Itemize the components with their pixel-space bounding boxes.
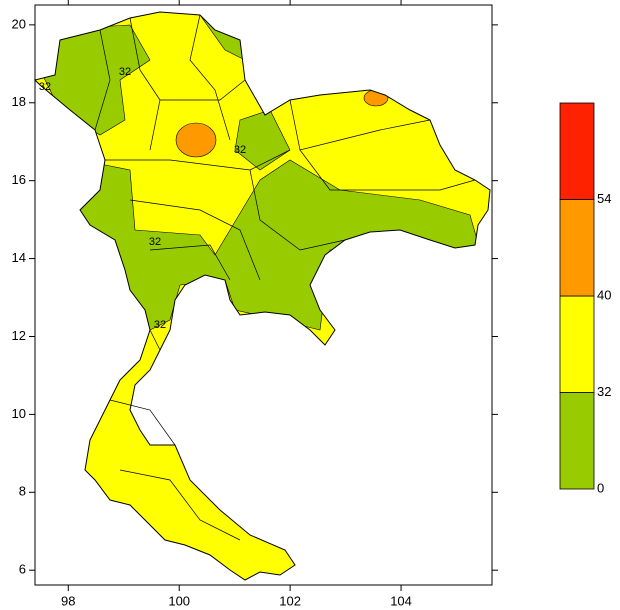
contour-label: 32 (154, 319, 166, 331)
y-tick-label: 18 (12, 94, 26, 109)
y-tick-label: 12 (12, 328, 26, 343)
colorbar-label: 54 (597, 191, 611, 206)
colorbar-label: 0 (597, 480, 604, 495)
field-orange (175, 122, 217, 158)
y-tick-label: 14 (12, 250, 26, 265)
province-borders (94, 14, 476, 541)
x-tick-label: 98 (61, 593, 75, 608)
colorbar-label: 40 (597, 287, 611, 302)
colorbar-segment (559, 392, 595, 490)
x-tick-label: 100 (168, 593, 190, 608)
colorbar-label: 32 (597, 384, 611, 399)
y-tick-label: 10 (12, 406, 26, 421)
contour-label: 32 (119, 66, 131, 78)
axes: 98 100 102 104 6 8 10 12 14 16 18 20 (12, 0, 498, 608)
contour-label: 32 (234, 144, 246, 156)
contour-label: 32 (149, 236, 161, 248)
y-tick-label: 20 (12, 16, 26, 31)
x-tick-label: 102 (279, 593, 301, 608)
colorbar: 0 32 40 54 (559, 102, 611, 495)
x-tick-label: 104 (390, 593, 412, 608)
colorbar-segment (559, 199, 595, 297)
colorbar-segment (559, 102, 595, 200)
y-tick-label: 16 (12, 172, 26, 187)
contour-label: 32 (39, 81, 51, 93)
colorbar-segment (559, 295, 595, 393)
y-tick-label: 6 (19, 562, 26, 577)
y-tick-label: 8 (19, 484, 26, 499)
